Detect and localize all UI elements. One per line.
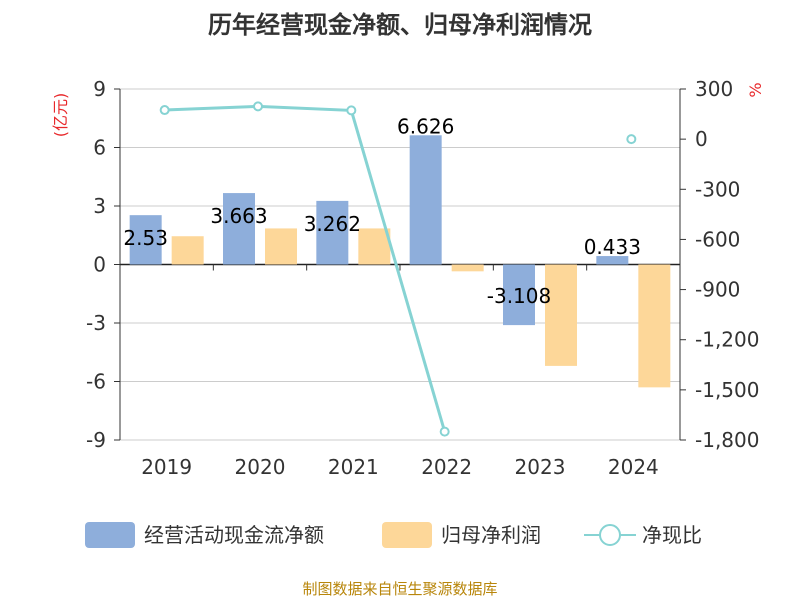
legend-label-cash-flow: 经营活动现金流净额 [144,523,324,547]
chart-title: 历年经营现金净额、归母净利润情况 [208,11,592,39]
legend-marker-ratio [599,524,621,546]
x-tick-label: 2022 [421,455,472,479]
source-note: 制图数据来自恒生聚源数据库 [302,580,497,598]
bar-cash-flow [596,256,629,265]
bar-net-profit [638,264,671,388]
bar-cash-flow [503,264,535,326]
left-axis-unit: (亿元) [51,93,70,138]
x-tick-label: 2019 [141,455,192,479]
left-tick-label: -3 [86,311,106,335]
right-tick-label: 300 [695,77,733,101]
left-tick-label: 0 [93,253,106,277]
data-label-cash-flow: 0.433 [584,235,641,259]
right-tick-label: 0 [695,127,708,151]
right-axis-unit: % [746,82,765,97]
bar-net-profit [358,228,391,265]
right-tick-label: -1,800 [695,428,759,452]
data-label-cash-flow: 3.663 [210,204,267,228]
ratio-point [346,105,357,116]
bar-net-profit [171,236,204,265]
ratio-point [626,134,637,145]
ratio-point [253,101,263,112]
x-tick-label: 2021 [328,455,379,479]
data-labels: 2.53 3.663 3.262 6.626 -3.108 0.433 [123,114,641,308]
left-tick-label: -9 [86,428,106,452]
ratio-point [439,426,450,437]
left-tick-label: 6 [93,136,106,160]
bar-net-profit [545,264,577,366]
legend-label-net-profit: 归母净利润 [441,523,541,547]
bars [129,135,671,388]
legend-swatch-cash-flow [85,522,135,548]
legend: 经营活动现金流净额 归母净利润 净现比 [85,522,702,548]
x-tick-label: 2023 [515,455,566,479]
ratio-line-path [164,104,447,433]
right-tick-label: -300 [695,177,740,201]
x-tick-label: 2020 [235,455,286,479]
bar-cash-flow [129,215,162,265]
left-tick-label: 3 [93,194,106,218]
bar-cash-flow [409,135,442,265]
right-tick-label: -1,200 [695,328,759,352]
right-tick-label: -900 [695,278,740,302]
bar-net-profit [265,228,297,265]
x-tick-label: 2024 [608,455,659,479]
data-label-cash-flow: 6.626 [397,114,454,138]
data-label-cash-flow: 2.53 [123,226,168,250]
legend-label-ratio: 净现比 [642,523,702,547]
right-tick-label: -600 [695,227,740,251]
bar-cash-flow [316,200,349,265]
axes: 9 6 3 0 -3 -6 -9 300 0 -300 -600 -900 -1,200 -1,500 -1… [86,77,759,479]
bar-cash-flow [223,193,255,265]
ratio-line [159,101,637,437]
bar-net-profit [451,264,484,272]
ratio-point [159,105,170,116]
data-label-cash-flow: -3.108 [487,284,551,308]
data-label-cash-flow: 3.262 [304,212,361,236]
right-tick-label: -1,500 [695,378,759,402]
legend-swatch-net-profit [382,522,432,548]
left-tick-label: 9 [93,77,106,101]
left-tick-label: -6 [86,370,106,394]
